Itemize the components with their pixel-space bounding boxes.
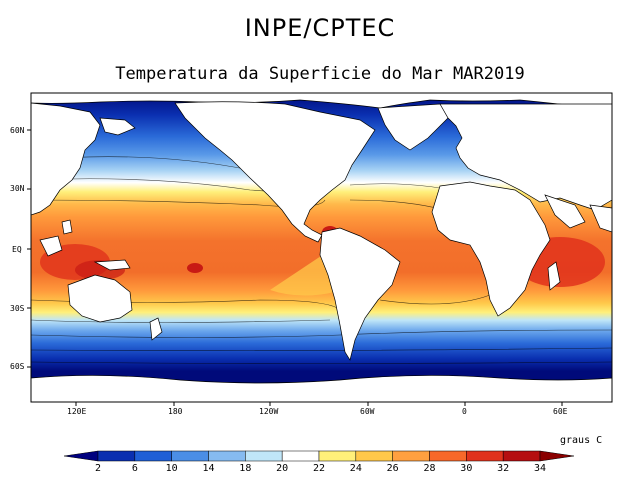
new-zealand [149, 317, 163, 341]
lat-label-30n: 30N [10, 184, 25, 193]
latitude-axis: 60N 30N EQ 30S 60S [10, 126, 31, 371]
colorbar-tick-label: 10 [166, 463, 178, 474]
philippines [61, 219, 73, 235]
east-asia [31, 102, 101, 216]
colorbar-tick-label: 28 [423, 463, 435, 474]
colorbar-tick-label: 34 [534, 463, 546, 474]
colorbar-swatch [97, 450, 136, 462]
new-guinea [93, 259, 131, 271]
land-masses [31, 93, 612, 402]
colorbar-units: graus C [560, 435, 602, 446]
arctic-landmass [31, 93, 612, 111]
lon-label-180: 180 [168, 407, 183, 416]
colorbar-right-arrow [539, 450, 575, 462]
colorbar-tick-label: 24 [350, 463, 362, 474]
colorbar-tick-label: 26 [387, 463, 399, 474]
longitude-axis: 120E 180 120W 60W 0 60E [67, 402, 568, 416]
colorbar-swatch [392, 450, 430, 462]
colorbar-left-arrow [63, 450, 99, 462]
lon-label-120e: 120E [67, 407, 86, 416]
colorbar-tick-label: 32 [497, 463, 509, 474]
antarctica [31, 375, 612, 402]
colorbar-tick-label: 20 [276, 463, 288, 474]
colorbar-tick-label: 30 [460, 463, 472, 474]
page-title: INPE/CPTEC [244, 14, 396, 42]
colorbar-swatch [245, 450, 283, 462]
arabian-peninsula [544, 194, 586, 229]
colorbar-swatch [134, 450, 172, 462]
lon-label-60w: 60W [360, 407, 375, 416]
lon-label-0: 0 [462, 407, 467, 416]
colorbar-tick-label: 18 [239, 463, 251, 474]
colorbar-tick-label: 2 [95, 463, 101, 474]
kamchatka [99, 117, 136, 136]
colorbar-swatch [171, 450, 209, 462]
colorbar-swatch [502, 450, 541, 462]
colorbar-swatch [355, 450, 393, 462]
north-america [174, 101, 376, 243]
colorbar-swatch [318, 450, 357, 462]
lat-label-60n: 60N [10, 126, 25, 135]
borneo [39, 235, 63, 257]
map-subtitle: Temperatura da Superficie do Mar MAR2019 [115, 64, 525, 84]
cold-tongue-pacific [270, 250, 335, 296]
colorbar-tick-label: 14 [202, 463, 214, 474]
colorbar-swatch [281, 450, 320, 462]
south-america [319, 227, 401, 361]
warm-pool-pacific [187, 263, 203, 273]
madagascar [547, 261, 561, 291]
lat-label-eq: EQ [12, 245, 22, 254]
colorbar-swatch [429, 450, 467, 462]
lon-label-60e: 60E [553, 407, 568, 416]
lon-label-120w: 120W [259, 407, 278, 416]
colorbar-tick-label: 6 [132, 463, 138, 474]
africa [431, 181, 551, 317]
colorbar-swatch [208, 450, 246, 462]
lat-label-30s: 30S [10, 304, 25, 313]
india [589, 204, 612, 233]
australia [67, 274, 133, 323]
lat-label-60s: 60S [10, 362, 25, 371]
colorbar-tick-label: 22 [313, 463, 325, 474]
colorbar: 2 6 10 14 18 20 22 24 26 28 30 32 34 [63, 450, 575, 474]
colorbar-swatch [466, 450, 504, 462]
map-frame [30, 92, 613, 403]
